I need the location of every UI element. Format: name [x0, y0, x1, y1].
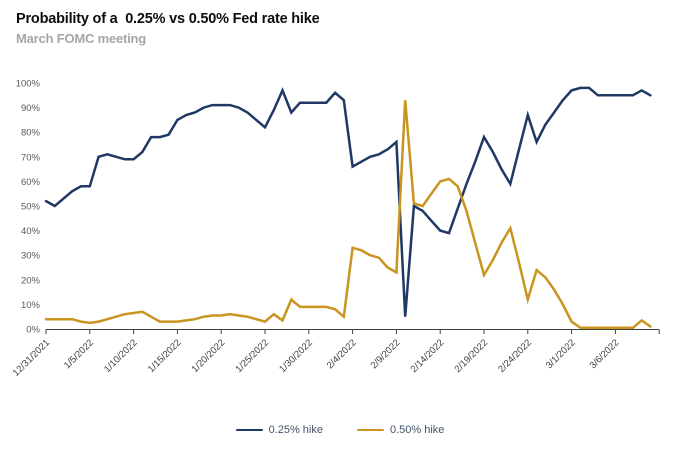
x-axis-tick-label: 12/31/2021	[11, 337, 52, 378]
chart-subtitle: March FOMC meeting	[16, 31, 147, 47]
y-axis-tick-label: 50%	[21, 202, 41, 213]
y-axis-tick-label: 60%	[21, 177, 41, 188]
probability-line-chart: 0% 10% 20% 30% 40% 50% 60% 70% 80% 90% 100% 12/31/2…	[11, 79, 660, 379]
x-axis-tick-label: 1/5/2022	[62, 337, 96, 371]
y-axis-tick-label: 20%	[21, 275, 41, 286]
line-series-0-25-hike	[44, 86, 652, 317]
legend-label-050: 0.50% hike	[390, 424, 445, 436]
legend-label-025: 0.25% hike	[268, 424, 323, 436]
x-axis-tick-label: 2/19/2022	[452, 337, 490, 375]
x-axis-tick-label: 1/25/2022	[233, 337, 271, 375]
x-axis-tick-label: 2/4/2022	[325, 337, 359, 371]
chart-header: Probability of a 0.25% vs 0.50% Fed rate…	[0, 0, 680, 47]
chart-title: Probability of a 0.25% vs 0.50% Fed rate…	[16, 11, 320, 27]
y-axis-tick-label: 100%	[16, 79, 41, 90]
x-axis-tick-label: 2/24/2022	[496, 337, 534, 375]
legend-item-050-hike: 0.50% hike	[357, 424, 444, 436]
x-axis-tick-label: 3/6/2022	[588, 337, 622, 371]
x-axis-tick-label: 1/30/2022	[277, 337, 315, 375]
y-axis-tick-label: 0%	[26, 325, 40, 336]
y-axis-tick-label: 40%	[21, 226, 41, 237]
x-axis-tick-label: 2/14/2022	[409, 337, 447, 375]
legend-line-swatch-025-icon	[235, 428, 263, 432]
line-series-0-50-hike	[44, 100, 652, 330]
x-axis-tick-label: 1/20/2022	[190, 337, 228, 375]
x-axis-tick-label: 3/1/2022	[544, 337, 578, 371]
legend-line-swatch-050-icon	[357, 428, 384, 432]
chart-area: 0% 10% 20% 30% 40% 50% 60% 70% 80% 90% 100% 12/31/2…	[0, 52, 680, 404]
y-axis-tick-label: 70%	[21, 152, 41, 163]
y-axis-tick-label: 80%	[21, 128, 41, 139]
legend-item-025-hike: 0.25% hike	[235, 424, 323, 436]
x-axis-tick-label: 1/15/2022	[146, 337, 184, 375]
y-axis-tick-label: 90%	[21, 103, 41, 114]
y-axis-tick-label: 30%	[21, 251, 41, 262]
chart-legend: 0.25% hike 0.50% hike	[0, 424, 680, 436]
x-axis-tick-label: 2/9/2022	[369, 337, 403, 371]
x-axis-tick-label: 1/10/2022	[102, 337, 140, 375]
y-axis-tick-label: 10%	[21, 300, 41, 311]
